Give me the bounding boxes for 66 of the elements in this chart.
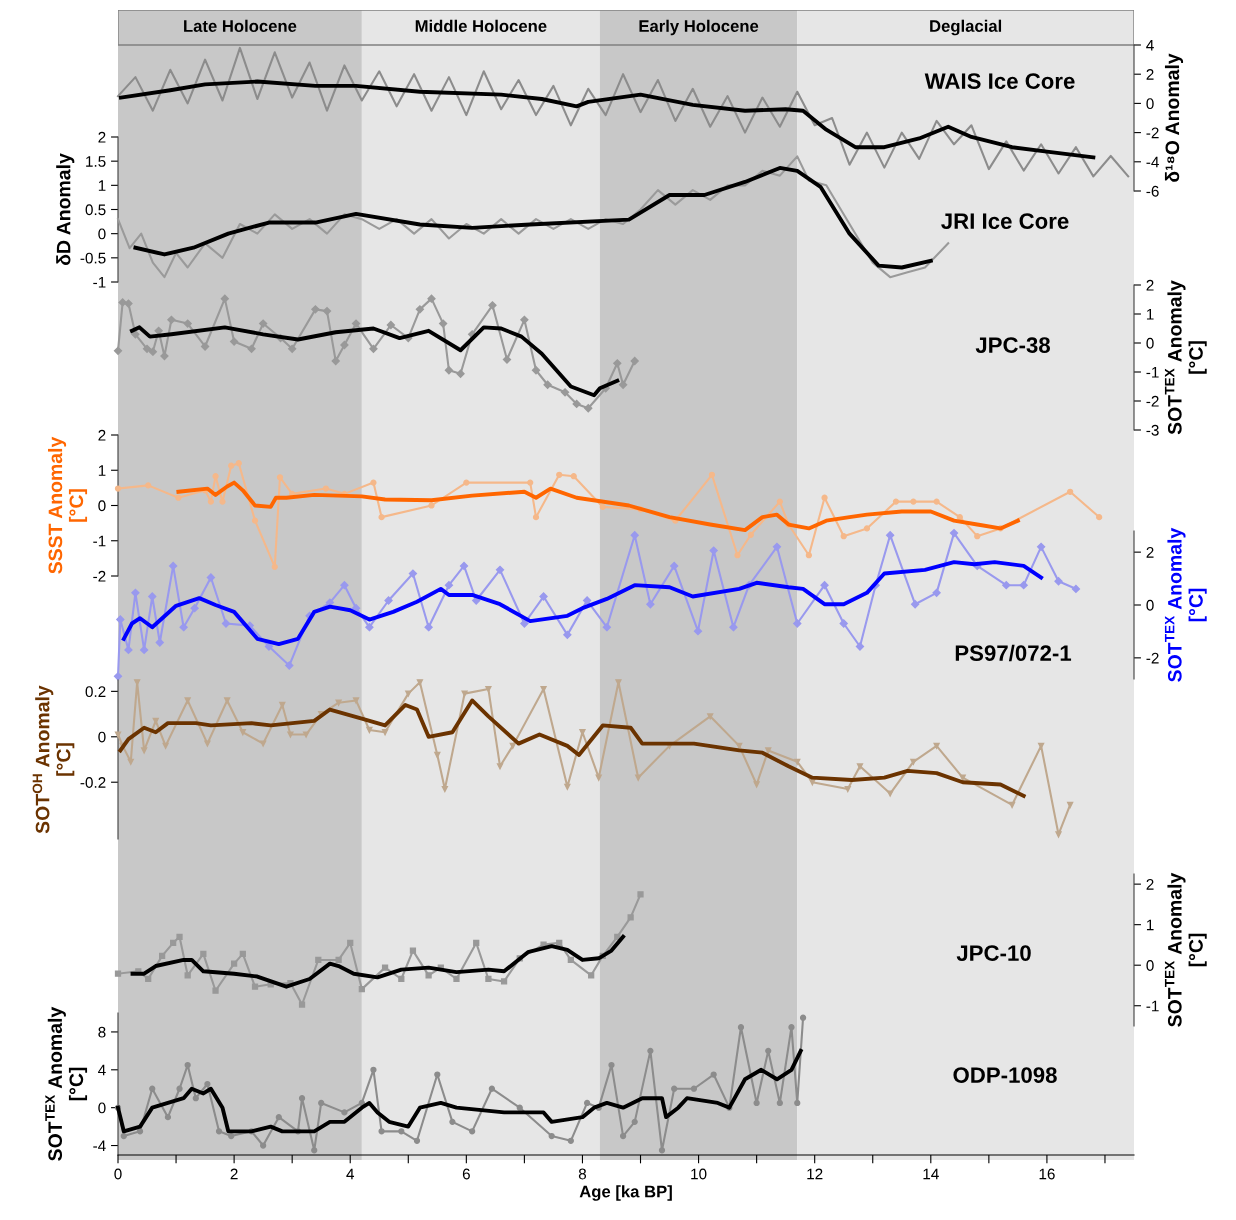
- y-tick-label: 0.5: [85, 204, 106, 216]
- y-tick-label: -1: [93, 535, 106, 547]
- y-tick-label: 1.5: [86, 156, 106, 167]
- y2-tick-label: -3: [1146, 424, 1159, 436]
- y2-tick-label: 2: [1146, 879, 1154, 890]
- y2-axis-title: SOT$^{TEX}$ Anomaly [°C]: [1164, 280, 1207, 435]
- band-label: Middle Holocene: [415, 19, 547, 32]
- x-tick-label: 2: [230, 1168, 238, 1180]
- y2-axis-title: SOT$^{TEX}$ Anomaly [°C]: [1164, 527, 1207, 682]
- y2-tick-label: 1: [1146, 309, 1154, 320]
- x-tick-label: 14: [923, 1168, 939, 1180]
- y2-axis-title: δ¹⁸O Anomaly: [1164, 53, 1184, 182]
- y2-tick-label: -2: [1146, 127, 1159, 139]
- y-tick-label: 1: [98, 465, 106, 476]
- y2-tick-label: -1: [1146, 367, 1159, 378]
- y2-tick-label: -6: [1146, 185, 1159, 197]
- annotation: ODP-1098: [953, 1067, 1057, 1083]
- annotation: WAIS Ice Core: [924, 73, 1075, 89]
- y2-axis-title: SOT$^{TEX}$ Anomaly [°C]: [1164, 872, 1207, 1027]
- y2-tick-label: 2: [1146, 547, 1154, 558]
- y-tick-label: 8: [98, 1026, 106, 1038]
- x-tick-label: 8: [578, 1168, 587, 1180]
- y-tick-label: 1: [98, 180, 106, 191]
- x-tick-label: 4: [346, 1168, 355, 1180]
- y-tick-label: 0: [98, 228, 106, 240]
- y2-tick-label: 0: [1146, 98, 1154, 110]
- y-axis-title: δD Anomaly: [56, 153, 75, 265]
- y-tick-label: 0: [98, 731, 106, 743]
- y2-tick-label: 2: [1146, 69, 1154, 80]
- y-tick-label: 4: [98, 1064, 106, 1076]
- y-tick-label: -0.5: [80, 252, 106, 264]
- y-tick-label: -1: [93, 277, 106, 288]
- x-tick-label: 0: [114, 1168, 122, 1180]
- annotation: JRI Ice Core: [941, 213, 1069, 229]
- band-label: Early Holocene: [639, 19, 759, 36]
- x-axis-title: Age [ka BP]: [579, 1185, 672, 1201]
- y2-tick-label: -2: [1146, 395, 1159, 407]
- y2-tick-label: 4: [1146, 40, 1154, 51]
- y-tick-label: 2: [98, 131, 106, 143]
- y-axis-title: SSST Anomaly [°C]: [47, 436, 88, 574]
- y2-tick-label: 0: [1146, 960, 1154, 971]
- annotation: JPC-10: [956, 945, 1031, 961]
- y2-tick-label: -2: [1146, 652, 1159, 664]
- x-tick-label: 12: [807, 1168, 823, 1180]
- y-tick-label: -0.2: [80, 777, 106, 788]
- y2-tick-label: 2: [1146, 279, 1154, 291]
- y2-tick-label: -4: [1146, 156, 1159, 168]
- y-axis-title: SOT$^{TEX}$ Anomaly [°C]: [45, 1006, 88, 1161]
- y-axis-title: SOT$^{OH}$ Anomaly [°C]: [32, 685, 75, 834]
- annotation: PS97/072-1: [955, 644, 1072, 662]
- y-tick-label: -2: [93, 570, 106, 582]
- annotation: JPC-38: [975, 337, 1050, 353]
- x-tick-label: 10: [691, 1168, 707, 1180]
- band-label: Late Holocene: [184, 19, 297, 32]
- band-label: Deglacial: [930, 19, 1002, 36]
- y2-tick-label: 1: [1146, 919, 1154, 931]
- y-tick-label: 0: [98, 500, 106, 512]
- y-tick-label: 0.2: [85, 686, 106, 698]
- y-tick-label: 2: [98, 429, 106, 441]
- y-tick-label: 0: [98, 1102, 106, 1114]
- y2-tick-label: 0: [1146, 337, 1154, 349]
- y2-tick-label: 0: [1146, 599, 1154, 611]
- x-tick-label: 16: [1039, 1168, 1055, 1180]
- y2-tick-label: -1: [1146, 1000, 1159, 1012]
- x-tick-label: 6: [462, 1168, 470, 1180]
- y-tick-label: -4: [93, 1140, 106, 1152]
